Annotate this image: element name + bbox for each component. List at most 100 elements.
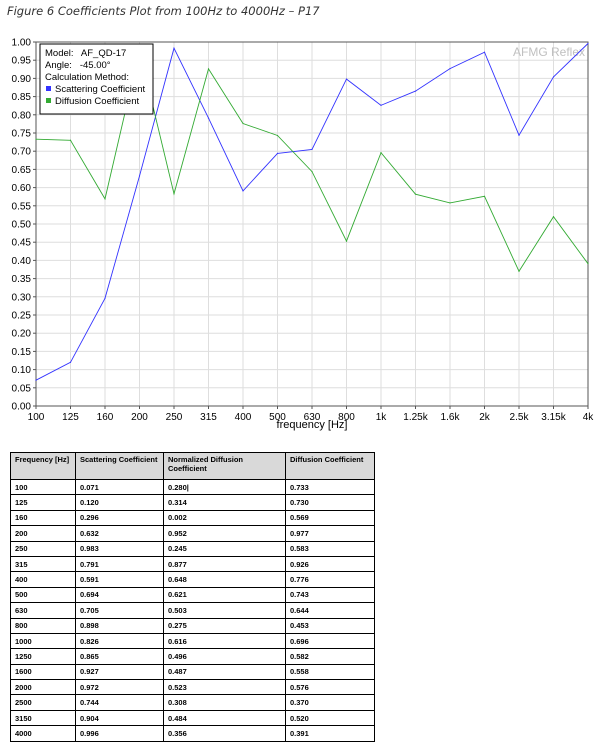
cell-normalized-diffusion: 0.484: [163, 709, 286, 727]
cell-normalized-diffusion: 0.648: [163, 571, 286, 588]
table-row: 1600 0.927 0.487 0.558: [10, 663, 375, 681]
cell-diffusion: 0.644: [285, 602, 375, 619]
coefficients-line-chart: 0.00 0.05 0.10 0.15 0.20 0.25 0.30 0.35 0.40 0.45…: [12, 38, 595, 432]
scattering-coefficient-point: [518, 134, 520, 136]
cell-scattering: 0.705: [75, 602, 164, 619]
diffusion-coefficient-point: [311, 170, 313, 173]
cell-scattering: 0.296: [75, 509, 164, 527]
watermark-text: AFMG Reflex: [513, 45, 585, 59]
diffusion-coefficient-point: [380, 152, 382, 154]
x-axis-label: frequency [Hz]: [277, 419, 348, 431]
cell-diffusion: 0.558: [285, 663, 375, 681]
figure-title: Figure 6 Coefficients Plot from 100Hz to…: [7, 4, 320, 18]
cell-frequency: 2000: [10, 679, 76, 696]
cell-normalized-diffusion: 0.616: [163, 632, 286, 650]
y-tick-label: 1.00: [12, 38, 32, 49]
cell-frequency: 500: [10, 586, 76, 604]
header-scattering: Scattering Coefficient: [75, 452, 164, 480]
plot-frame: [35, 41, 589, 407]
table-row: 800 0.898 0.275 0.453: [10, 617, 375, 634]
cell-diffusion: 0.977: [285, 525, 375, 542]
x-tick-label: 800: [338, 412, 355, 423]
x-tick-label: 125: [62, 412, 79, 423]
cell-diffusion: 0.391: [285, 725, 375, 742]
diffusion-coefficient-point: [552, 216, 555, 218]
y-tick-label: 0.85: [12, 92, 32, 103]
x-tick-label: 1.6k: [441, 412, 461, 423]
table-row: 500 0.694 0.621 0.743: [10, 586, 375, 604]
cell-scattering: 0.904: [75, 709, 164, 727]
diffusion-coefficient-point: [207, 68, 210, 70]
y-tick-label: 0.80: [12, 110, 32, 121]
table-row: 160 0.296 0.002 0.569: [10, 509, 375, 527]
diffusion-coefficient-point: [35, 138, 37, 140]
cell-scattering: 0.591: [75, 571, 164, 588]
cell-scattering: 0.791: [75, 555, 164, 573]
x-tick-label: 2.5k: [510, 412, 530, 423]
cell-frequency: 1250: [10, 648, 76, 665]
legend-scattering-swatch: [46, 86, 51, 91]
scattering-coefficient-point: [242, 190, 244, 192]
cell-diffusion: 0.582: [285, 648, 375, 665]
scattering-coefficient-point: [380, 104, 382, 106]
cell-normalized-diffusion: 0.002: [163, 509, 286, 527]
cell-frequency: 1000: [10, 632, 76, 650]
table-row: 1000 0.826 0.616 0.696: [10, 632, 375, 650]
diffusion-coefficient-point: [414, 193, 417, 195]
diffusion-coefficient-point: [69, 139, 72, 141]
diffusion-coefficient-point: [518, 270, 520, 272]
cell-scattering: 0.865: [75, 648, 164, 665]
cell-diffusion: 0.926: [285, 555, 375, 573]
cell-frequency: 125: [10, 494, 76, 511]
cell-scattering: 0.071: [75, 478, 164, 496]
cell-diffusion: 0.733: [285, 478, 375, 496]
cell-frequency: 100: [10, 478, 76, 496]
table-row: 630 0.705 0.503 0.644: [10, 602, 375, 619]
table-row: 125 0.120 0.314 0.730: [10, 494, 375, 511]
scattering-coefficient-point: [483, 51, 486, 53]
cell-scattering: 0.927: [75, 663, 164, 681]
y-tick-label: 0.10: [12, 365, 32, 376]
legend-angle: Angle: -45.00°: [45, 60, 111, 71]
y-tick-label: 0.40: [12, 256, 32, 267]
table-row: 3150 0.904 0.484 0.520: [10, 709, 375, 727]
cell-frequency: 3150: [10, 709, 76, 727]
diffusion-coefficient-point: [242, 122, 244, 125]
header-normalized-diffusion: Normalized Diffusion Coefficient: [163, 452, 286, 480]
cell-normalized-diffusion: 0.314: [163, 494, 286, 511]
legend-diffusion-swatch: [46, 98, 51, 103]
cell-diffusion: 0.370: [285, 694, 375, 711]
scattering-coefficient-point: [587, 42, 589, 45]
y-tick-label: 0.20: [12, 329, 32, 340]
y-tick-label: 0.60: [12, 183, 32, 194]
scattering-coefficient-point: [138, 175, 141, 177]
y-tick-label: 0.05: [12, 383, 32, 394]
y-tick-label: 0.25: [12, 311, 32, 322]
scattering-coefficient-point: [173, 47, 175, 49]
x-tick-label: 3.15k: [541, 412, 566, 423]
cell-diffusion: 0.520: [285, 709, 375, 727]
cell-scattering: 0.983: [75, 540, 164, 557]
y-tick-label: 0.90: [12, 74, 32, 85]
x-tick-label: 400: [235, 412, 252, 423]
cell-normalized-diffusion: 0.308: [163, 694, 286, 711]
header-frequency: Frequency [Hz]: [10, 452, 76, 480]
diffusion-coefficient-point: [587, 263, 589, 265]
cell-diffusion: 0.583: [285, 540, 375, 557]
y-tick-label: 0.50: [12, 220, 32, 231]
diffusion-coefficient-point: [276, 134, 279, 137]
cell-normalized-diffusion: 0.523: [163, 679, 286, 696]
y-tick-label: 0.35: [12, 274, 32, 285]
y-tick-label: 0.70: [12, 147, 32, 158]
x-tick-labels: 100 125 160 200 250 315 400 500 630 800 1k 1.25k 1.6…: [28, 412, 595, 423]
table-row: 2500 0.744 0.308 0.370: [10, 694, 375, 711]
table-header-row: Frequency [Hz] Scattering Coefficient No…: [10, 452, 375, 480]
cell-diffusion: 0.576: [285, 679, 375, 696]
diffusion-coefficient-point: [345, 240, 348, 242]
header-diffusion: Diffusion Coefficient: [285, 452, 375, 480]
coefficients-table-wrapper: Frequency [Hz] Scattering Coefficient No…: [10, 452, 375, 742]
table-row: 315 0.791 0.877 0.926: [10, 555, 375, 573]
cell-diffusion: 0.696: [285, 632, 375, 650]
x-tick-label: 1.25k: [403, 412, 428, 423]
scattering-coefficient-point: [552, 76, 555, 78]
